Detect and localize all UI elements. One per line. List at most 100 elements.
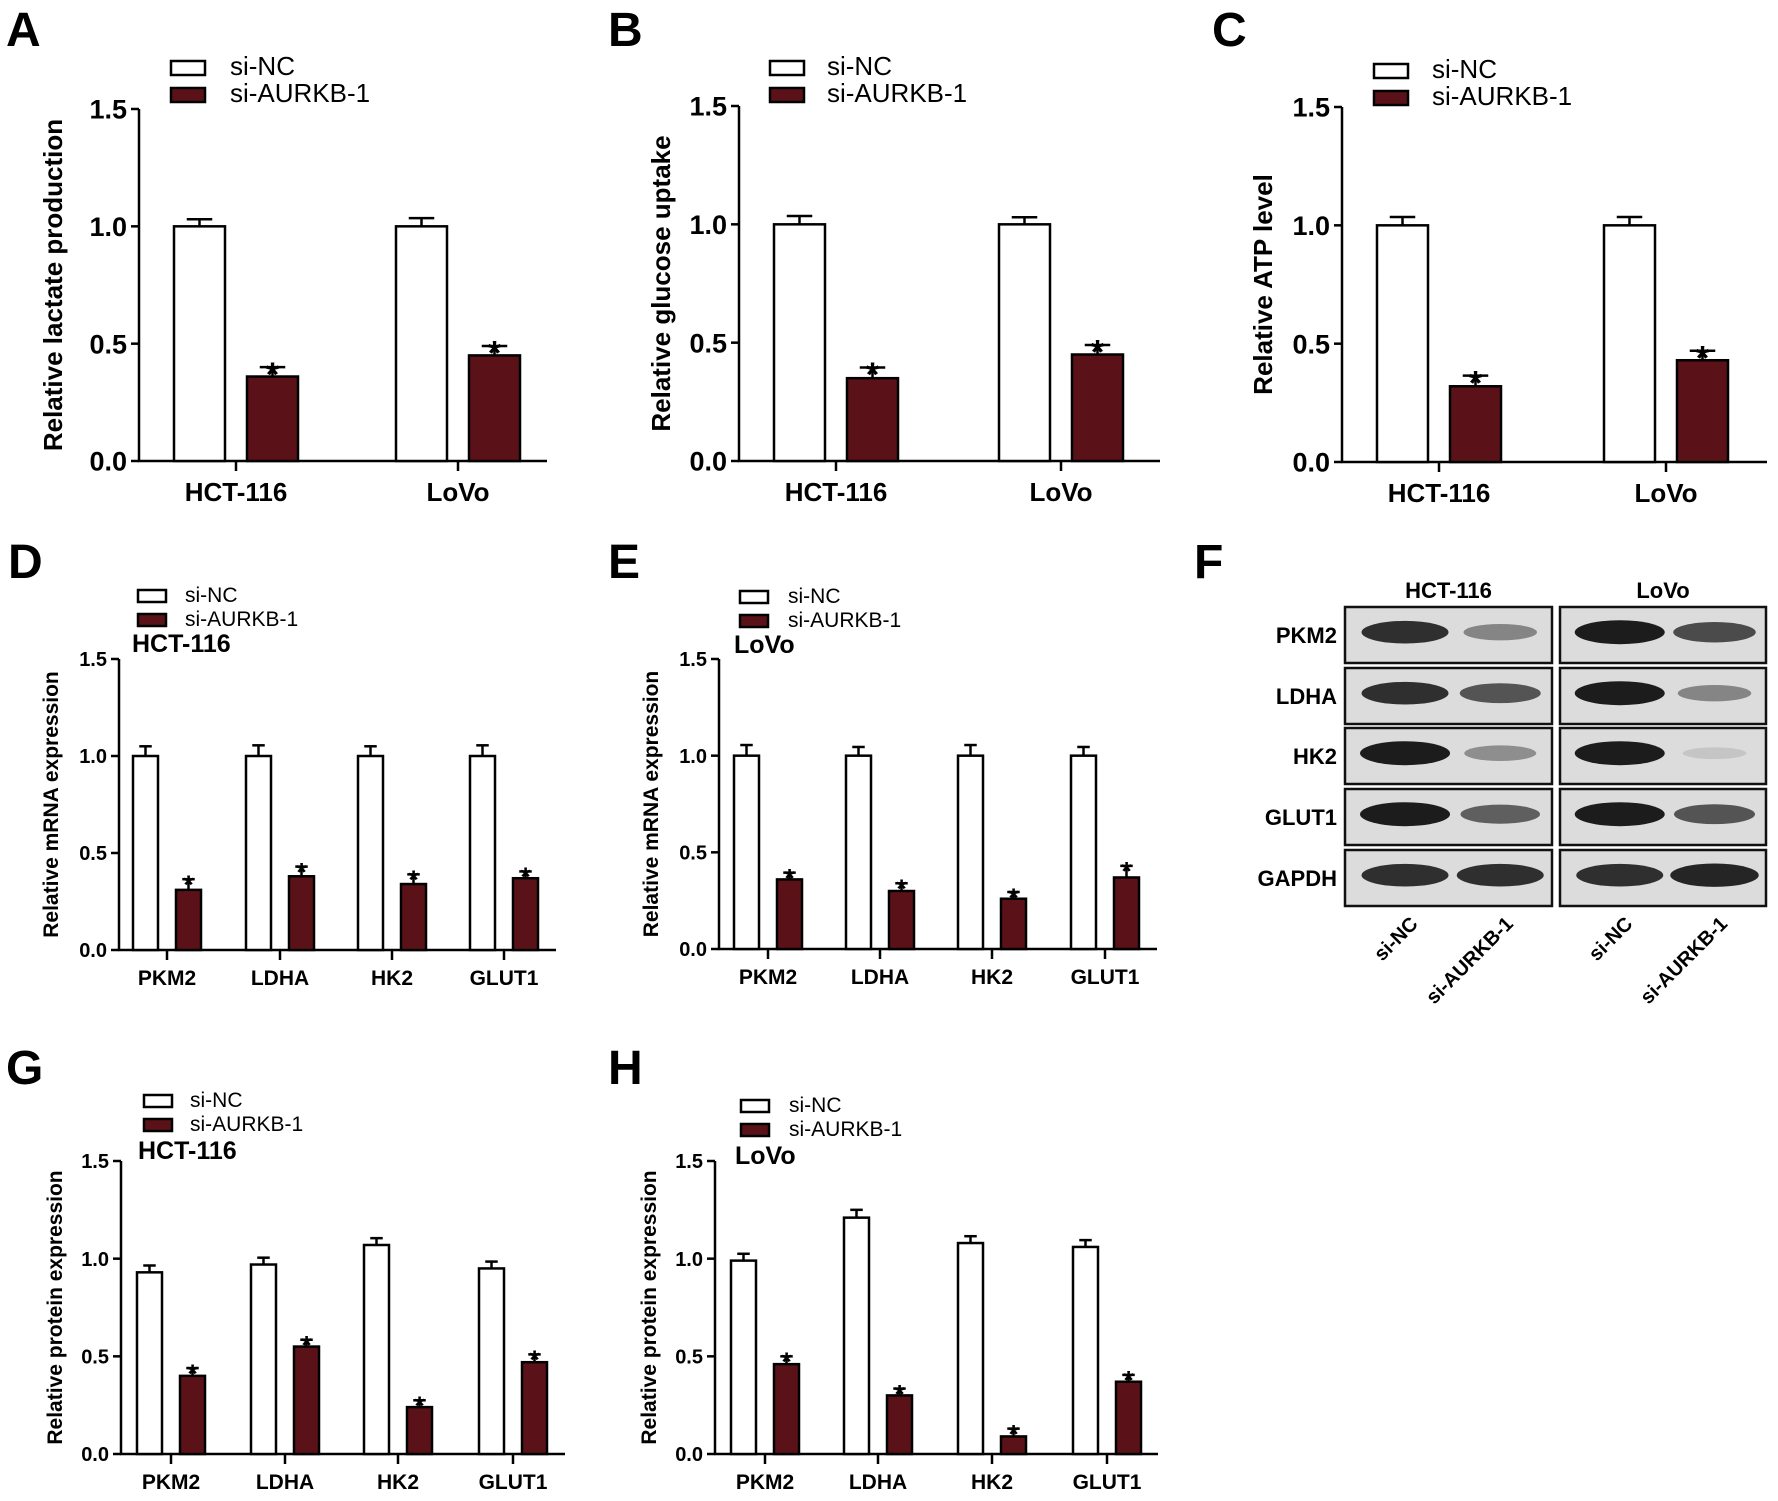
significance-star: *: [866, 356, 880, 394]
chart-subtitle: LoVo: [735, 1142, 796, 1170]
bar-si-aurkb-1-hk2: [405, 1405, 434, 1456]
significance-star: *: [408, 865, 419, 895]
significance-star: *: [1696, 339, 1710, 377]
legend-swatch-knockdown: [738, 613, 770, 629]
blot-protein-label: GAPDH: [1258, 866, 1337, 891]
x-tick-label: LoVo: [1029, 477, 1092, 507]
panel-letter-e: E: [608, 536, 640, 589]
y-tick-label: 1.0: [689, 210, 727, 240]
chart-subtitle: HCT-116: [138, 1137, 237, 1165]
bar-si-aurkb-1-hk2: [999, 1435, 1028, 1456]
bar-si-nc-glut1: [477, 1267, 506, 1456]
bar-si-nc-ldha: [844, 754, 873, 951]
legend-label-knockdown: si-AURKB-1: [230, 78, 370, 108]
protein-band: [1670, 863, 1759, 887]
x-tick-label: LDHA: [849, 1471, 907, 1494]
bar-si-nc-hk2: [362, 1243, 391, 1456]
x-tick-label: PKM2: [739, 966, 797, 989]
chart-subtitle: LoVo: [734, 631, 795, 659]
x-tick-label: LDHA: [251, 967, 309, 990]
legend-label-control: si-NC: [190, 1089, 243, 1112]
protein-band: [1361, 681, 1449, 705]
bar-si-nc-lovo: [394, 225, 449, 463]
y-tick-label: 1.5: [79, 649, 107, 671]
blot-cell-line-label: HCT-116: [1405, 578, 1492, 603]
protein-band: [1360, 741, 1451, 766]
bar-si-aurkb-1-lovo: [1675, 358, 1730, 464]
y-tick-label: 1.0: [1292, 211, 1330, 241]
y-tick-label: 0.5: [675, 1347, 703, 1369]
significance-star: *: [520, 862, 531, 892]
bar-si-nc-pkm2: [732, 754, 761, 951]
x-tick-label: LDHA: [851, 966, 909, 989]
blot-strip-ldha: [1343, 666, 1554, 726]
legend-label-control: si-NC: [1432, 54, 1497, 84]
y-tick-label: 1.0: [675, 1249, 703, 1271]
blot-strip-pkm2: [1343, 605, 1554, 665]
y-axis-title: Relative glucose uptake: [646, 135, 676, 431]
protein-band: [1574, 681, 1665, 706]
y-tick-label: 1.5: [81, 1151, 109, 1173]
y-tick-label: 1.5: [675, 1151, 703, 1173]
legend-swatch-control: [739, 1098, 771, 1114]
blot-strip-gapdh: [1343, 848, 1554, 908]
protein-band: [1574, 741, 1665, 766]
legend-swatch-knockdown: [169, 86, 207, 104]
y-tick-label: 1.0: [89, 212, 127, 242]
protein-band: [1674, 804, 1755, 825]
legend-label-control: si-NC: [788, 585, 841, 608]
panel-letter-g: G: [6, 1042, 43, 1095]
y-tick-label: 1.5: [89, 95, 127, 125]
chart-subtitle: HCT-116: [132, 630, 231, 658]
x-tick-label: HCT-116: [785, 477, 888, 507]
blot-strip-gapdh: [1558, 848, 1768, 908]
x-tick-label: GLUT1: [470, 967, 539, 990]
y-axis-title: Relative protein expression: [44, 1170, 67, 1444]
significance-star: *: [781, 1347, 792, 1377]
legend-swatch-knockdown: [768, 86, 806, 104]
significance-star: *: [896, 874, 907, 904]
bar-si-aurkb-1-hk2: [399, 882, 428, 952]
significance-star: *: [529, 1345, 540, 1375]
protein-band: [1360, 802, 1451, 827]
y-tick-label: 0.5: [89, 329, 127, 359]
y-tick-label: 0.5: [81, 1347, 109, 1369]
significance-star: *: [1091, 334, 1105, 372]
y-tick-label: 0.0: [89, 447, 127, 477]
bar-si-nc-hct-116: [172, 225, 227, 463]
bar-si-aurkb-1-pkm2: [174, 888, 203, 952]
x-tick-label: GLUT1: [1071, 966, 1140, 989]
x-tick-label: HK2: [377, 1471, 419, 1494]
blot-strip-hk2: [1558, 726, 1768, 786]
y-tick-label: 1.5: [1292, 93, 1330, 123]
bar-si-nc-glut1: [1069, 754, 1098, 951]
bar-si-aurkb-1-lovo: [467, 354, 522, 463]
x-tick-label: LDHA: [256, 1471, 314, 1494]
bar-si-aurkb-1-glut1: [511, 876, 540, 952]
y-tick-label: 1.0: [679, 746, 707, 768]
legend-label-knockdown: si-AURKB-1: [190, 1113, 303, 1136]
x-tick-label: HCT-116: [185, 477, 288, 507]
legend-swatch-knockdown: [1372, 89, 1410, 107]
significance-star: *: [187, 1358, 198, 1388]
legend-label-control: si-NC: [827, 51, 892, 81]
significance-star: *: [488, 335, 502, 373]
protein-band: [1361, 863, 1449, 887]
bar-si-aurkb-1-ldha: [885, 1394, 914, 1456]
y-tick-label: 0.5: [1292, 329, 1330, 359]
significance-star: *: [414, 1391, 425, 1421]
blot-strip-ldha: [1558, 666, 1768, 726]
bar-si-nc-ldha: [842, 1216, 871, 1456]
x-tick-label: PKM2: [142, 1471, 200, 1494]
significance-star: *: [1123, 1365, 1134, 1395]
bar-si-aurkb-1-glut1: [520, 1360, 549, 1456]
y-tick-label: 0.0: [1292, 448, 1330, 478]
legend-label-knockdown: si-AURKB-1: [827, 78, 967, 108]
